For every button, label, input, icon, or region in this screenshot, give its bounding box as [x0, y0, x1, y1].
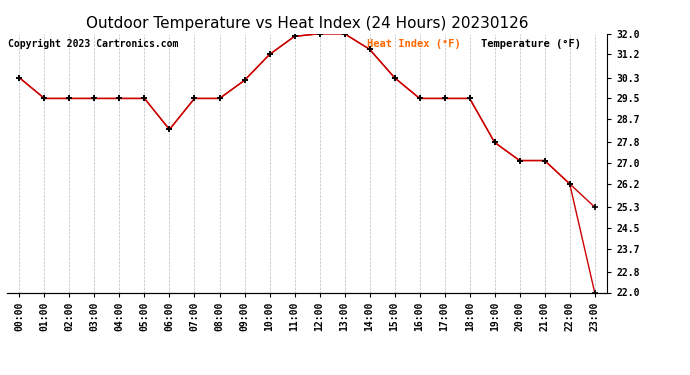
Text: Temperature (°F): Temperature (°F) [481, 39, 581, 49]
Text: Copyright 2023 Cartronics.com: Copyright 2023 Cartronics.com [8, 39, 179, 49]
Title: Outdoor Temperature vs Heat Index (24 Hours) 20230126: Outdoor Temperature vs Heat Index (24 Ho… [86, 16, 529, 31]
Text: Heat Index (°F): Heat Index (°F) [367, 39, 461, 49]
